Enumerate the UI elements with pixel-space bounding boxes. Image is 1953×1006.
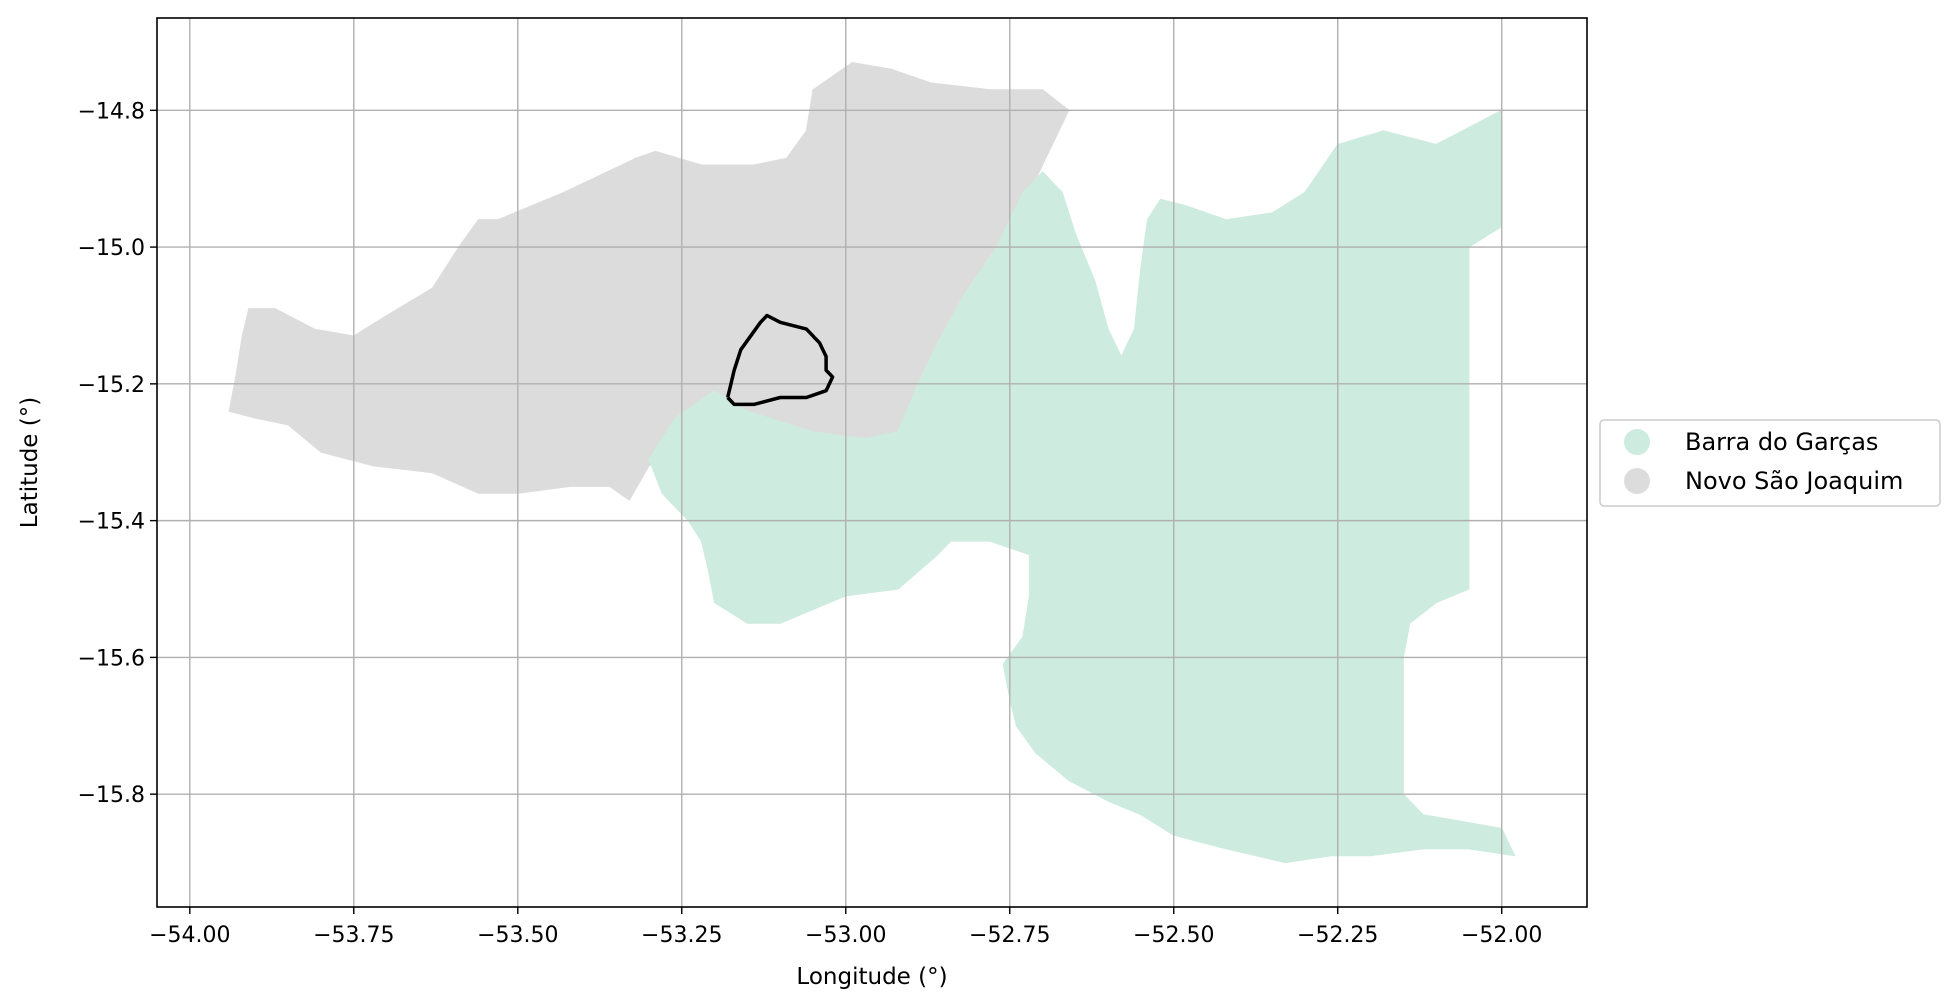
region-novo-sao-joaquim: [228, 61, 1070, 501]
y-tick-label: −14.8: [78, 99, 145, 124]
legend-items: Barra do Garças Novo São Joaquim: [1624, 428, 1903, 495]
y-tick-label: −15.0: [78, 236, 145, 261]
x-tick-label: −52.50: [1133, 923, 1214, 948]
regions-layer: [228, 61, 1516, 864]
legend: Barra do Garças Novo São Joaquim: [1599, 419, 1941, 507]
y-axis-label: Latitude (°): [17, 397, 43, 528]
axes-frame: [156, 17, 1588, 908]
highlight-outline: [725, 313, 835, 407]
y-tick-label: −15.8: [78, 783, 145, 808]
legend-label-novo-sao-joaquim: Novo São Joaquim: [1685, 467, 1903, 495]
y-tick-label: −15.4: [78, 510, 145, 535]
legend-box: [1599, 419, 1941, 507]
highlight-layer: [725, 313, 835, 407]
y-axis-ticks: −14.8 −15.0 −15.2 −15.4 −15.6 −15.8: [78, 99, 157, 808]
x-tick-label: −53.50: [477, 923, 558, 948]
x-tick-label: −53.25: [641, 923, 722, 948]
legend-label-barra-do-garcas: Barra do Garças: [1685, 428, 1878, 456]
x-axis-label: Longitude (°): [796, 964, 947, 990]
x-tick-label: −52.25: [1297, 923, 1378, 948]
legend-marker-novo-sao-joaquim: [1624, 468, 1650, 494]
y-tick-label: −15.2: [78, 373, 145, 398]
legend-marker-barra-do-garcas: [1624, 429, 1650, 455]
x-axis-ticks: −54.00 −53.75 −53.50 −53.25 −53.00 −52.75 −52.…: [149, 907, 1542, 948]
x-tick-label: −53.00: [805, 923, 886, 948]
x-tick-label: −54.00: [149, 923, 230, 948]
x-tick-label: −52.00: [1461, 923, 1542, 948]
grid-layer: [157, 18, 1587, 907]
x-tick-label: −52.75: [969, 923, 1050, 948]
region-barra-do-garcas: [648, 109, 1516, 864]
y-tick-label: −15.6: [78, 646, 145, 671]
x-tick-label: −53.75: [313, 923, 394, 948]
